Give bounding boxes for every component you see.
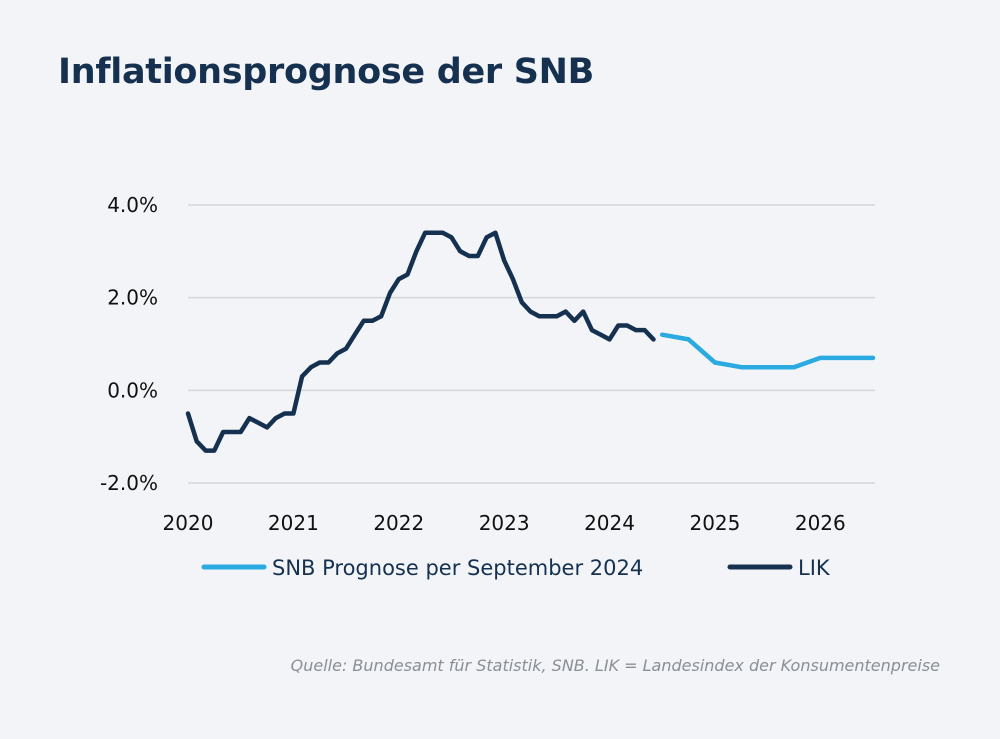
y-tick-label: 4.0% <box>107 193 158 217</box>
y-tick-label: 2.0% <box>107 286 158 310</box>
x-tick-label: 2026 <box>795 511 846 535</box>
x-tick-label: 2021 <box>268 511 319 535</box>
legend-label: SNB Prognose per September 2024 <box>272 556 643 580</box>
legend: SNB Prognose per September 2024 LIK <box>201 556 831 580</box>
chart-title: Inflationsprognose der SNB <box>58 52 595 92</box>
y-axis: -2.0% 0.0% 2.0% 4.0% <box>100 193 158 495</box>
x-tick-label: 2022 <box>373 511 424 535</box>
x-tick-label: 2025 <box>689 511 740 535</box>
line-chart: -2.0%0.0%2.0%4.0% 2020 2021 2022 2023 2024 20… <box>100 193 876 580</box>
series-line-snb-prognose-per-september-2024 <box>659 332 876 370</box>
x-tick-label: 2023 <box>479 511 530 535</box>
x-tick-label: 2020 <box>163 511 214 535</box>
grid-lines <box>188 204 875 484</box>
series-lines <box>185 230 876 453</box>
x-axis: 2020 2021 2022 2023 2024 2025 2026 <box>163 511 846 535</box>
x-tick-label: 2024 <box>584 511 635 535</box>
legend-label: LIK <box>798 556 831 580</box>
y-tick-label: -2.0% <box>100 471 158 495</box>
series-line-lik <box>185 230 656 453</box>
y-tick-label: 0.0% <box>107 378 158 402</box>
source-note: Quelle: Bundesamt für Statistik, SNB. LI… <box>290 656 940 675</box>
